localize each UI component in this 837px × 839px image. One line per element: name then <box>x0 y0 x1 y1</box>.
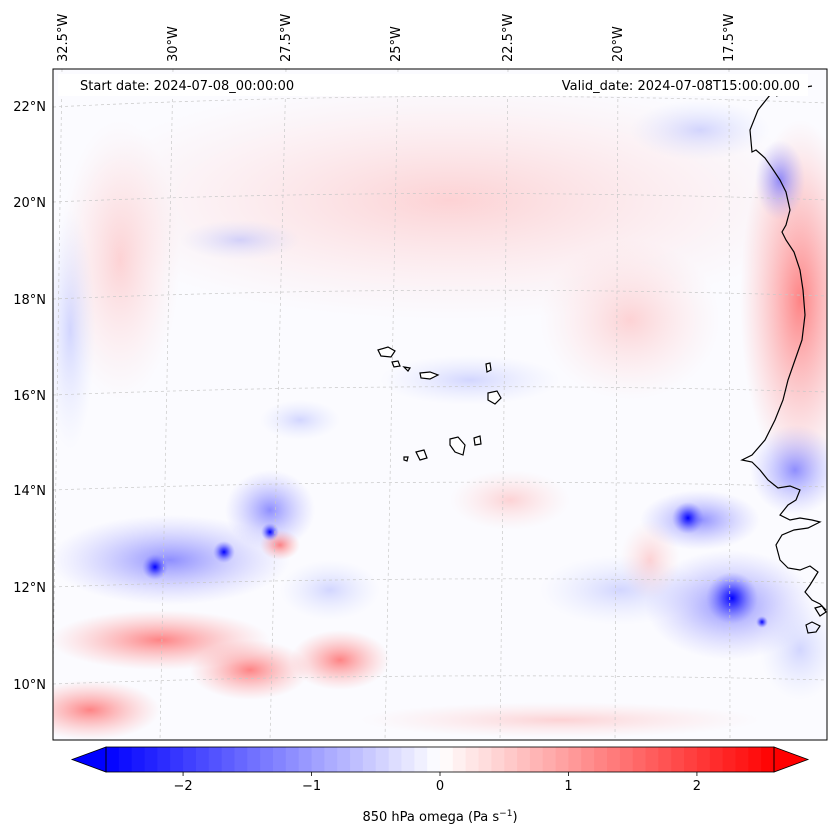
colorbar-step <box>362 747 377 772</box>
colorbar-step <box>594 747 608 772</box>
colorbar-step <box>273 747 287 772</box>
colorbar-tick-label: 1 <box>564 779 572 794</box>
colorbar-step <box>504 747 518 772</box>
colorbar-title: 850 hPa omega (Pa s−1) <box>362 809 517 825</box>
colorbar-step <box>709 747 724 772</box>
lat-label: 20°N <box>13 196 46 211</box>
map-frame <box>52 68 828 741</box>
start-date: Start date: 2024-07-08_00:00:00 <box>80 79 294 94</box>
colorbar-step <box>748 747 762 772</box>
colorbar-tick-label: 0 <box>436 779 444 794</box>
colorbar-step <box>696 747 711 772</box>
colorbar-step <box>337 747 351 772</box>
colorbar-step <box>375 747 390 772</box>
colorbar-step <box>350 747 364 772</box>
colorbar-step <box>247 747 261 772</box>
colorbar-step <box>170 747 184 772</box>
colorbar-step <box>568 747 582 772</box>
valid-date: Valid_date: 2024-07-08T15:00:00.00 <box>562 79 800 94</box>
colorbar-step <box>684 747 698 772</box>
colorbar-step <box>529 747 544 772</box>
colorbar-step <box>401 747 415 772</box>
colorbar-step <box>324 747 338 772</box>
latitude-labels: 22°N 20°N 18°N 16°N 14°N 12°N 10°N <box>13 100 46 693</box>
lon-label: 20°W <box>611 26 626 62</box>
lat-label: 22°N <box>13 100 46 115</box>
colorbar-step <box>260 747 274 772</box>
colorbar-step <box>645 747 659 772</box>
omega-field <box>53 69 827 740</box>
colorbar-step <box>452 747 467 772</box>
colorbar-step <box>208 747 223 772</box>
lon-label: 25°W <box>389 26 404 62</box>
colorbar-step <box>735 747 749 772</box>
colorbar-step <box>440 747 454 772</box>
lon-label: 27.5°W <box>279 14 294 62</box>
lon-label: 30°W <box>166 26 181 62</box>
lat-label: 16°N <box>13 389 46 404</box>
lat-label: 14°N <box>13 484 46 499</box>
lon-label: 22.5°W <box>501 14 516 62</box>
longitude-labels: 32.5°W 30°W 27.5°W 25°W 22.5°W 20°W 17.5… <box>56 14 737 62</box>
colorbar-step <box>478 747 492 772</box>
colorbar-extend-max <box>773 746 810 773</box>
colorbar-step <box>298 747 313 772</box>
colorbar-step <box>761 747 775 772</box>
colorbar-extend-min <box>70 746 107 773</box>
header-band <box>58 74 808 96</box>
lat-label: 18°N <box>13 293 46 308</box>
colorbar-step <box>671 747 685 772</box>
colorbar-step <box>581 747 595 772</box>
colorbar-step <box>183 747 197 772</box>
graticule <box>53 69 827 740</box>
lat-label: 12°N <box>13 581 46 596</box>
colorbar-step <box>517 747 531 772</box>
colorbar-tick-label: −2 <box>173 779 192 794</box>
lat-label: 10°N <box>13 678 46 693</box>
colorbar-ticks: −2 −1 0 1 2 <box>173 772 701 794</box>
colorbar-step <box>195 747 210 772</box>
colorbar-tick-label: 2 <box>693 779 701 794</box>
colorbar-tick-label: −1 <box>302 779 321 794</box>
colorbar-step <box>131 747 146 772</box>
colorbar-step <box>555 747 569 772</box>
lon-label: 32.5°W <box>56 14 71 62</box>
cape-verde-islands <box>377 346 502 462</box>
colorbar-step <box>311 747 325 772</box>
colorbar-step <box>542 747 557 772</box>
colorbar-step <box>619 747 634 772</box>
colorbar-steps <box>106 747 775 772</box>
colorbar-step <box>607 747 621 772</box>
colorbar-step <box>388 747 402 772</box>
colorbar-step <box>144 747 158 772</box>
colorbar-step <box>722 747 736 772</box>
colorbar-step <box>221 747 235 772</box>
lon-label: 17.5°W <box>722 14 737 62</box>
colorbar-step <box>658 747 672 772</box>
colorbar-step <box>285 747 300 772</box>
colorbar-step <box>234 747 248 772</box>
colorbar: −2 −1 0 1 2 850 hPa omega (Pa s−1) <box>70 746 810 825</box>
colorbar-step <box>491 747 505 772</box>
colorbar-step <box>427 747 441 772</box>
colorbar-step <box>465 747 480 772</box>
colorbar-step <box>118 747 133 772</box>
colorbar-step <box>632 747 647 772</box>
colorbar-step <box>157 747 171 772</box>
colorbar-step <box>106 747 120 772</box>
colorbar-step <box>414 747 428 772</box>
